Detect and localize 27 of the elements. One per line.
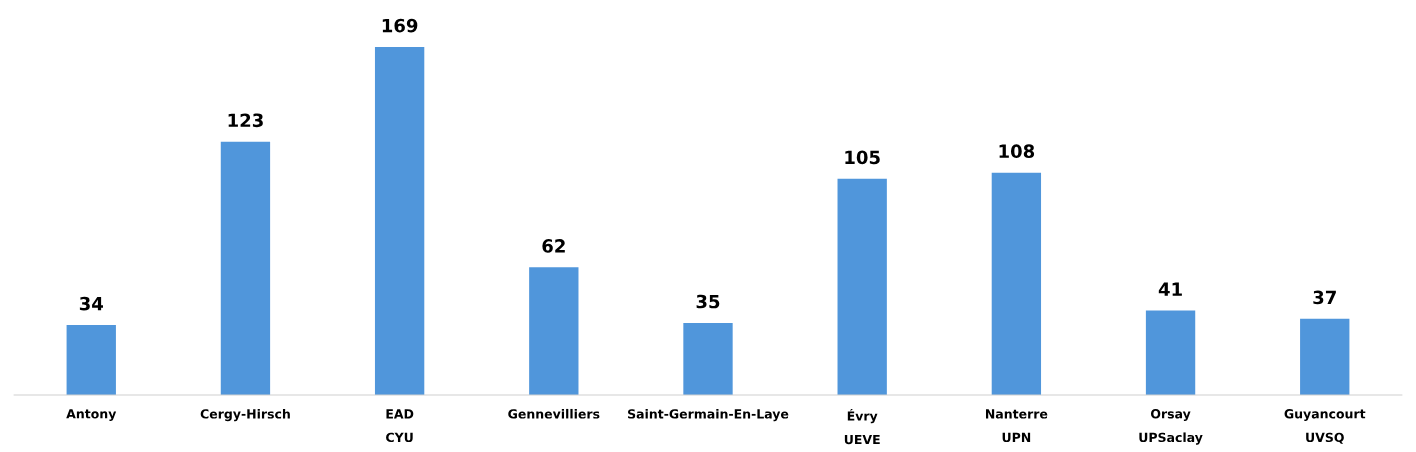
x-tick-label: EAD CYU bbox=[386, 409, 414, 443]
data-label: 37 bbox=[1313, 290, 1336, 305]
bar bbox=[66, 325, 116, 396]
bar bbox=[374, 47, 425, 396]
bar bbox=[220, 141, 271, 396]
x-tick-label: Évry UEVE bbox=[844, 408, 880, 445]
bar bbox=[1145, 310, 1196, 396]
data-label: 108 bbox=[999, 144, 1035, 159]
bar bbox=[529, 267, 579, 396]
bar bbox=[1300, 318, 1350, 396]
x-tick-label: Antony bbox=[66, 409, 117, 422]
x-tick-label: Saint-Germain-En-Laye bbox=[628, 408, 789, 422]
bar bbox=[837, 178, 887, 396]
bar bbox=[683, 322, 733, 396]
data-label: 105 bbox=[845, 150, 880, 165]
data-label: 123 bbox=[228, 113, 263, 128]
x-tick-label: Orsay UPSaclay bbox=[1139, 409, 1203, 445]
bar bbox=[991, 172, 1042, 396]
x-tick-label: Nanterre UPN bbox=[985, 409, 1048, 443]
x-tick-label: Cergy-Hirsch bbox=[200, 408, 290, 422]
x-tick-label: Guyancourt UVSQ bbox=[1284, 409, 1366, 444]
data-label: 35 bbox=[696, 294, 720, 309]
data-label: 62 bbox=[542, 239, 565, 253]
data-label: 41 bbox=[1158, 282, 1182, 296]
x-tick-label: Gennevilliers bbox=[508, 408, 600, 419]
data-label: 34 bbox=[79, 296, 103, 311]
data-label: 169 bbox=[382, 18, 418, 33]
